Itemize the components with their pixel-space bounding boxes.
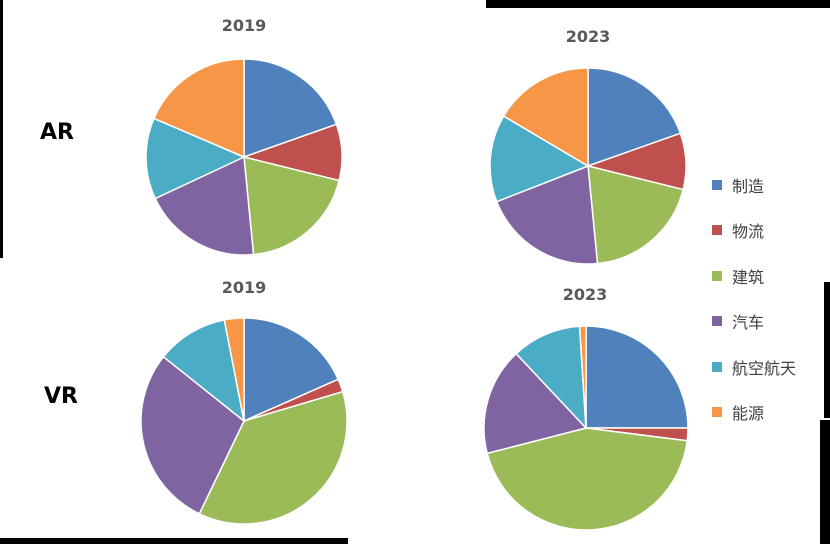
chart-title-ar-2023: 2023 xyxy=(565,27,611,46)
pie-slice-ar-2023-5 xyxy=(489,115,590,203)
pie-slice-vr-2023-5 xyxy=(515,325,587,431)
legend-swatch xyxy=(712,407,722,418)
chart-title-vr-2023: 2023 xyxy=(562,285,608,304)
frame-bar-left xyxy=(0,0,3,258)
legend-swatch xyxy=(712,225,722,236)
chart-title-ar-2019: 2019 xyxy=(221,16,267,35)
pie-slice-vr-2023-4 xyxy=(483,352,588,455)
legend-item: 建筑 xyxy=(712,253,796,299)
legend-label: 能源 xyxy=(732,404,765,424)
frame-bar-bottom xyxy=(0,538,348,544)
legend-label: 航空航天 xyxy=(732,358,797,378)
pie-slice-vr-2019-1 xyxy=(243,317,340,423)
legend-label: 制造 xyxy=(732,176,765,196)
row-label-ar: AR xyxy=(40,120,74,145)
legend-item: 能源 xyxy=(712,390,796,436)
pie-slice-vr-2023-6 xyxy=(578,325,587,429)
legend-swatch xyxy=(712,361,722,372)
pie-slice-vr-2019-5 xyxy=(162,319,246,423)
pie-ar-2023 xyxy=(489,67,687,265)
legend-item: 物流 xyxy=(712,208,796,254)
frame-bar-right-mid xyxy=(824,282,830,418)
pie-slice-vr-2019-3 xyxy=(198,390,348,525)
pie-slice-vr-2019-4 xyxy=(140,355,245,515)
pie-slice-ar-2019-6 xyxy=(152,58,245,159)
pie-ar-2019 xyxy=(145,58,343,256)
legend-label: 建筑 xyxy=(732,267,765,287)
legend-label: 物流 xyxy=(732,222,765,242)
legend: 制造 物流 建筑 汽车 航空航天 能源 xyxy=(712,162,796,435)
pie-slice-vr-2023-3 xyxy=(486,427,689,531)
legend-swatch xyxy=(712,316,722,327)
frame-bar-right-bottom xyxy=(820,420,830,544)
pie-slice-ar-2023-4 xyxy=(495,164,599,265)
legend-item: 制造 xyxy=(712,162,796,208)
frame-bar-top-right xyxy=(486,0,830,8)
chart-title-vr-2019: 2019 xyxy=(221,278,267,297)
pie-vr-2019 xyxy=(140,317,348,525)
pie-slice-ar-2019-5 xyxy=(145,117,246,200)
pie-vr-2023 xyxy=(483,325,689,531)
legend-swatch xyxy=(712,270,722,281)
legend-swatch xyxy=(712,179,722,190)
pie-slice-ar-2023-1 xyxy=(587,67,682,168)
pie-slice-ar-2019-3 xyxy=(243,156,341,256)
pie-slice-vr-2019-6 xyxy=(223,317,245,422)
pie-slice-ar-2023-6 xyxy=(502,67,589,168)
pie-slice-ar-2023-3 xyxy=(587,165,685,265)
legend-item: 航空航天 xyxy=(712,344,796,390)
legend-item: 汽车 xyxy=(712,299,796,345)
pie-slice-vr-2023-1 xyxy=(585,325,689,429)
row-label-vr: VR xyxy=(44,384,78,409)
legend-label: 汽车 xyxy=(732,313,765,333)
pie-slice-ar-2019-1 xyxy=(243,58,338,159)
pie-slice-ar-2019-4 xyxy=(154,155,255,256)
